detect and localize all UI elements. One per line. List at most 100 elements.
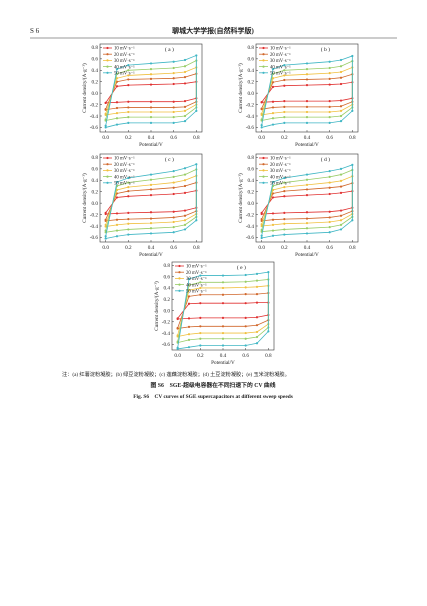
y-tick-label: 0.2 bbox=[164, 297, 171, 303]
x-tick-label: 0.8 bbox=[349, 245, 356, 251]
data-point bbox=[172, 100, 175, 103]
data-point bbox=[271, 112, 275, 115]
y-tick-label: 0.6 bbox=[248, 167, 255, 173]
data-point bbox=[183, 191, 187, 194]
cv-curve bbox=[177, 302, 269, 320]
data-point bbox=[127, 186, 130, 189]
data-point bbox=[149, 62, 153, 65]
legend-marker bbox=[262, 169, 265, 172]
data-point bbox=[305, 194, 309, 197]
data-point bbox=[172, 110, 175, 114]
data-point bbox=[305, 232, 309, 235]
data-point bbox=[283, 233, 286, 236]
data-point bbox=[339, 223, 343, 226]
data-point bbox=[283, 105, 286, 108]
data-point bbox=[339, 82, 343, 86]
data-point bbox=[283, 222, 286, 225]
data-point bbox=[104, 235, 107, 238]
legend-label: 30 mV·s⁻¹ bbox=[270, 168, 291, 174]
data-point bbox=[305, 105, 309, 108]
x-axis-label: Potential/V bbox=[211, 360, 235, 366]
y-tick-label: -0.6 bbox=[162, 342, 171, 348]
data-point bbox=[149, 194, 153, 197]
x-tick-label: 0.0 bbox=[258, 135, 265, 141]
data-point bbox=[244, 293, 247, 296]
data-point bbox=[104, 124, 107, 127]
data-point bbox=[260, 108, 263, 111]
y-tick-label: 0.4 bbox=[92, 178, 99, 184]
data-point bbox=[115, 117, 119, 120]
data-point bbox=[283, 69, 286, 72]
chart: 0.0 0.2 0.4 0.6 0.8 -0.6 -0.4 -0.2 0.0 0.2 0.4 0.6 0… bbox=[81, 43, 203, 148]
y-axis-label: Current density/(A·g⁻¹) bbox=[237, 63, 244, 113]
data-point bbox=[195, 163, 198, 166]
data-point bbox=[199, 293, 202, 296]
y-tick-label: -0.4 bbox=[246, 224, 255, 230]
y-tick-label: 0.2 bbox=[92, 80, 99, 86]
data-point bbox=[172, 60, 175, 63]
data-point bbox=[199, 337, 202, 340]
data-point bbox=[149, 100, 153, 103]
data-point bbox=[172, 220, 175, 224]
data-point bbox=[149, 211, 153, 214]
y-tick-label: 0.8 bbox=[248, 155, 255, 161]
data-point bbox=[127, 181, 130, 184]
data-point bbox=[115, 112, 119, 115]
y-tick-label: 0.8 bbox=[92, 45, 99, 51]
data-point bbox=[339, 105, 343, 108]
data-point bbox=[260, 234, 263, 237]
y-tick-label: 0.0 bbox=[92, 201, 99, 207]
data-point bbox=[199, 344, 202, 347]
data-point bbox=[127, 222, 130, 225]
data-point bbox=[255, 279, 259, 282]
data-point bbox=[255, 293, 259, 296]
data-point bbox=[271, 196, 275, 199]
data-point bbox=[283, 176, 286, 180]
legend-label: 40 mV·s⁻¹ bbox=[114, 64, 135, 70]
legend-label: 50 mV·s⁻¹ bbox=[114, 71, 135, 77]
x-axis-label: Potential/V bbox=[139, 252, 163, 258]
y-axis-label: Current density/(A·g⁻¹) bbox=[153, 281, 160, 331]
data-point bbox=[305, 178, 309, 181]
legend-label: 10 mV·s⁻¹ bbox=[270, 156, 291, 162]
data-point bbox=[127, 121, 130, 124]
data-point bbox=[115, 196, 119, 199]
data-point bbox=[127, 74, 130, 77]
x-axis-label: Potential/V bbox=[295, 252, 319, 258]
legend-marker bbox=[262, 71, 265, 74]
data-point bbox=[271, 68, 275, 71]
data-point bbox=[339, 191, 343, 194]
chart-title: ( d ) bbox=[321, 156, 330, 163]
data-point bbox=[176, 327, 179, 330]
legend-label: 30 mV·s⁻¹ bbox=[114, 168, 135, 174]
legend-marker bbox=[178, 264, 181, 268]
data-point bbox=[328, 181, 331, 184]
data-point bbox=[104, 126, 107, 129]
data-point bbox=[339, 114, 343, 118]
data-point bbox=[283, 116, 286, 119]
data-point bbox=[195, 54, 198, 57]
legend-marker bbox=[106, 65, 109, 68]
data-point bbox=[260, 212, 263, 216]
data-point bbox=[172, 231, 175, 234]
data-point bbox=[199, 316, 202, 319]
data-point bbox=[172, 66, 175, 70]
data-point bbox=[305, 73, 309, 76]
x-tick-label: 0.6 bbox=[170, 135, 177, 141]
x-axis-label: Potential/V bbox=[139, 142, 163, 148]
data-point bbox=[187, 295, 191, 298]
y-tick-label: 0.4 bbox=[164, 286, 171, 292]
y-tick-label: 0.8 bbox=[248, 45, 255, 51]
data-point bbox=[271, 223, 275, 226]
data-point bbox=[351, 54, 354, 58]
legend-label: 50 mV·s⁻¹ bbox=[270, 71, 291, 77]
data-point bbox=[260, 124, 263, 127]
data-point bbox=[149, 83, 153, 86]
x-tick-label: 0.4 bbox=[148, 135, 155, 141]
legend-label: 50 mV·s⁻¹ bbox=[114, 181, 135, 187]
y-tick-label: -0.6 bbox=[246, 235, 255, 241]
legend-marker bbox=[106, 175, 109, 178]
caption-en: Fig. S6 CV curves of SGE supercapacitors… bbox=[133, 394, 293, 400]
data-point bbox=[149, 173, 153, 176]
legend-marker bbox=[106, 53, 109, 56]
